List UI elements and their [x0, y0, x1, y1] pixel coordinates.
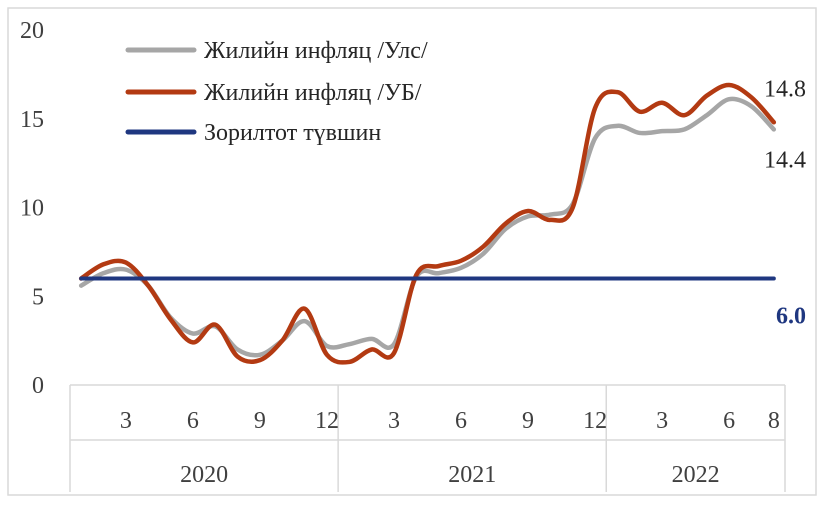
x-tick-label-10: 8 [768, 408, 780, 434]
x-tick-label-1: 6 [187, 408, 199, 434]
legend: Жилийн инфляц /Улс/Жилийн инфляц /УБ/Зор… [125, 38, 428, 146]
chart-border [7, 7, 817, 496]
year-label-2021: 2021 [448, 462, 496, 488]
y-tick-label-4: 20 [20, 18, 44, 44]
x-tick-label-2: 9 [254, 408, 266, 434]
x-tick-label-0: 3 [120, 408, 132, 434]
legend-label-0: Жилийн инфляц /Улс/ [204, 38, 428, 64]
year-label-2020: 2020 [180, 462, 228, 488]
legend-label-1: Жилийн инфляц /УБ/ [204, 80, 422, 106]
x-tick-label-8: 3 [656, 408, 668, 434]
legend-label-2: Зорилтот түвшин [204, 120, 381, 146]
x-tick-label-3: 12 [315, 408, 339, 434]
annotations: 14.8 14.4 6.0 [764, 76, 806, 329]
data-label-1: 14.4 [764, 147, 806, 173]
data-label-2: 6.0 [776, 304, 806, 330]
y-tick-label-1: 5 [32, 284, 44, 310]
y-tick-label-3: 15 [20, 107, 44, 133]
x-tick-label-6: 9 [522, 408, 534, 434]
y-tick-label-2: 10 [20, 196, 44, 222]
x-tick-label-4: 3 [388, 408, 400, 434]
x-tick-label-7: 12 [583, 408, 607, 434]
y-tick-label-0: 0 [32, 373, 44, 399]
x-tick-label-9: 6 [723, 408, 735, 434]
line-ulaanbaatar [78, 82, 777, 365]
line-national [78, 96, 777, 358]
year-label-2022: 2022 [672, 462, 720, 488]
series-lines [78, 82, 777, 365]
x-tick-label-5: 6 [455, 408, 467, 434]
data-label-0: 14.8 [764, 76, 806, 102]
